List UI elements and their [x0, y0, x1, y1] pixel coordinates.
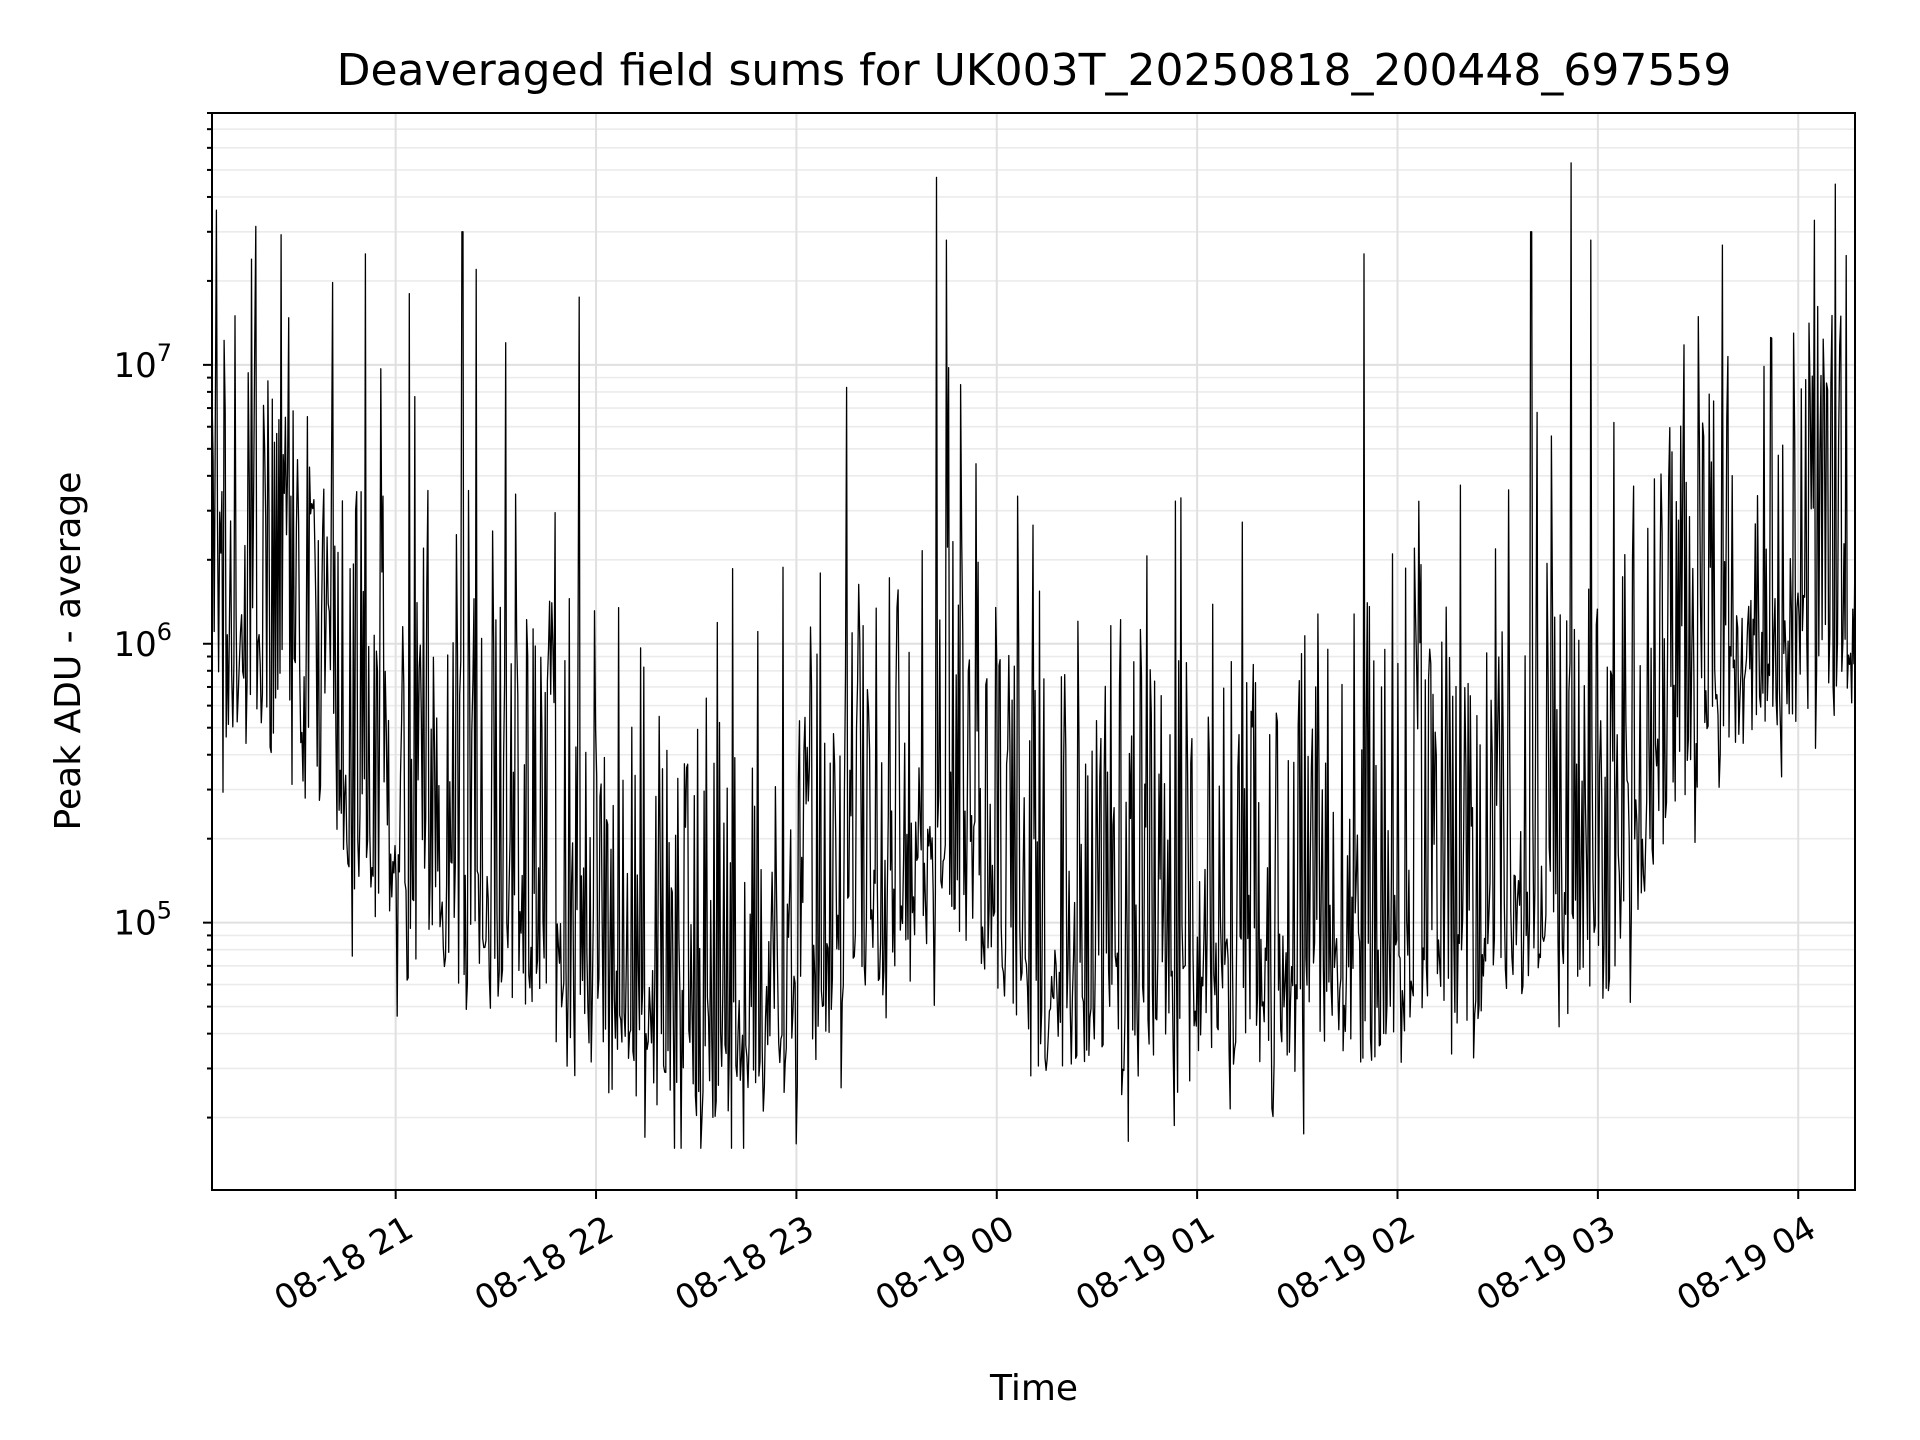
y-axis-label: Peak ADU - average: [48, 472, 89, 831]
chart-title: Deaveraged field sums for UK003T_2025081…: [337, 45, 1732, 96]
x-axis-label: Time: [989, 1368, 1078, 1409]
